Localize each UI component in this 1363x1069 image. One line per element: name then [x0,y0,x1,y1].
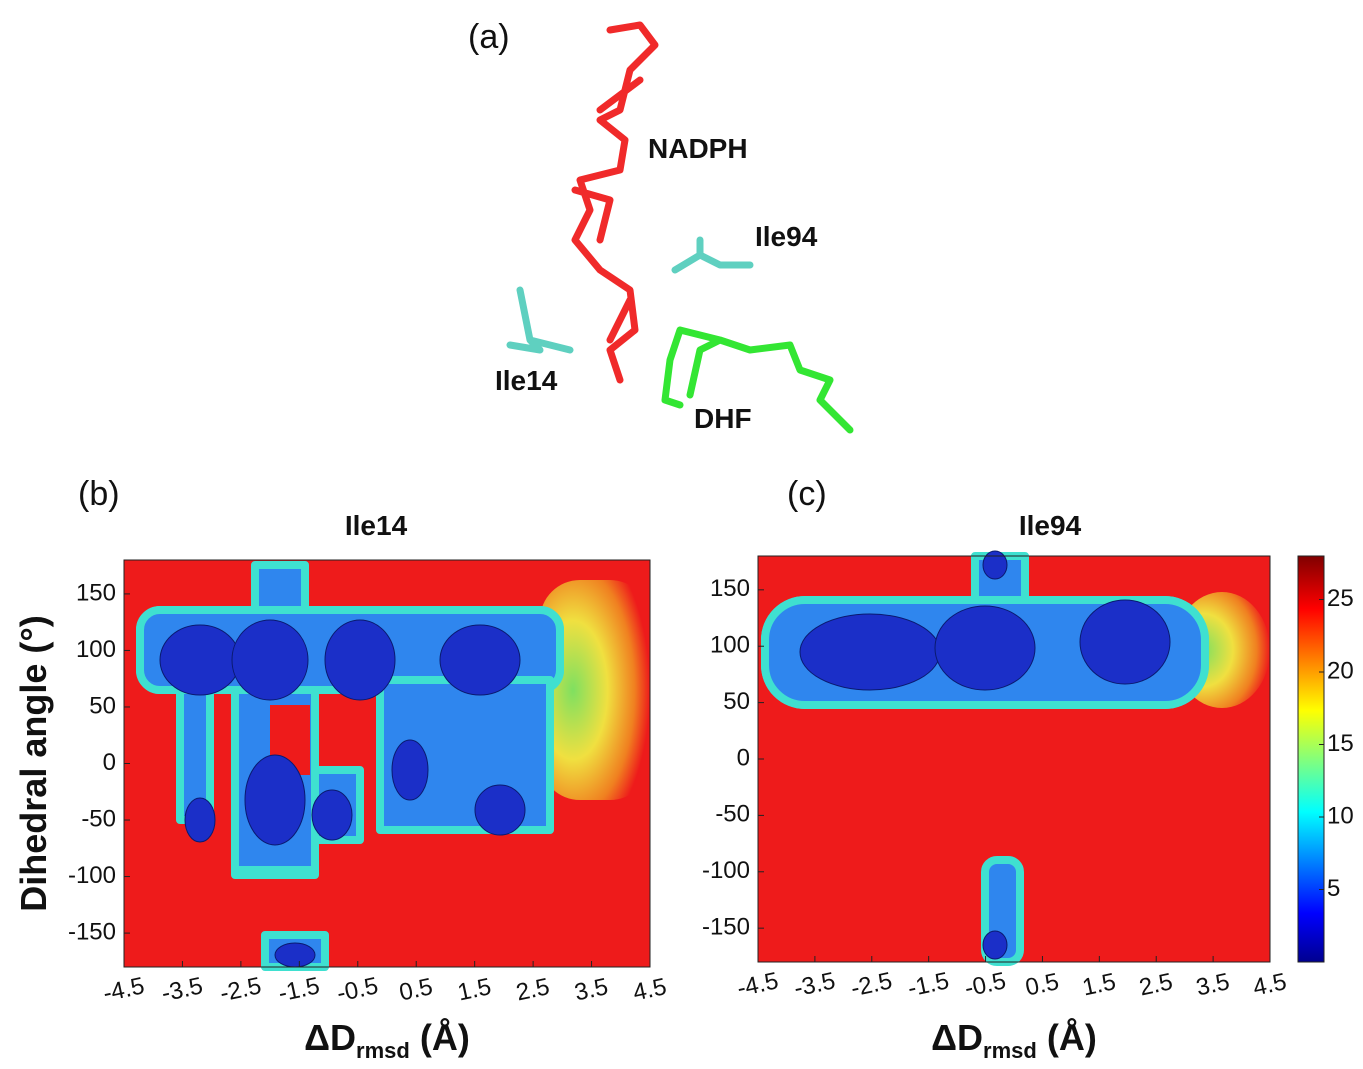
x-tick-label: 1.5 [1080,968,1118,1001]
y-tick-label: 100 [710,632,750,659]
x-tick-label: -1.5 [905,967,951,1002]
x-tick-label: 3.5 [1194,968,1232,1001]
colorbar-tick-label: 5 [1327,875,1340,902]
panel-label: (b) [78,475,120,513]
y-tick-label: 50 [89,692,116,719]
x-tick-label: -3.5 [159,972,205,1007]
x-tick-label: -3.5 [792,967,838,1002]
x-tick-label: -0.5 [335,972,381,1007]
chart-title: Ile14 [345,510,408,541]
colorbar-tick-label: 25 [1327,585,1354,612]
x-axis-label-part: (Å) [410,1017,470,1058]
x-tick-label: 2.5 [1137,968,1175,1001]
y-tick-label: 100 [76,636,116,663]
contour-field [758,551,1270,962]
x-axis-label-part: ΔD [931,1017,983,1058]
y-tick-label: 0 [103,749,116,776]
colorbar-tick-label: 15 [1327,730,1354,757]
y-tick-label: 150 [76,579,116,606]
y-axis-label: Dihedral angle (°) [13,615,54,911]
y-tick-label: 50 [723,688,750,715]
x-tick-label: 4.5 [631,973,669,1006]
y-tick-label: -150 [68,918,116,945]
molecule-label: DHF [694,403,752,434]
chart-title: Ile94 [1019,510,1082,541]
x-axis-label: ΔDrmsd (Å) [931,1017,1097,1063]
y-tick-label: -50 [715,801,750,828]
colorbar-tick-label: 20 [1327,657,1354,684]
colorbar [1298,556,1324,962]
x-tick-label: 2.5 [514,973,552,1006]
x-tick-label: 0.5 [1023,968,1061,1001]
x-tick-label: 3.5 [572,973,610,1006]
x-axis-label-part: ΔD [304,1017,356,1058]
y-tick-label: 0 [737,744,750,771]
x-tick-label: -4.5 [735,967,781,1002]
y-tick-label: -150 [702,914,750,941]
x-tick-label: -2.5 [218,972,264,1007]
y-tick-label: 150 [710,575,750,602]
figure: (a) NADPH Ile94 Ile14 DHF [0,0,1363,1069]
contour-field [124,560,650,967]
y-tick-label: -100 [68,862,116,889]
molecule-label: Ile14 [495,365,558,396]
panel-label: (c) [787,475,827,513]
x-axis-label: ΔDrmsd (Å) [304,1017,470,1063]
x-axis-label-part: rmsd [356,1038,410,1063]
x-tick-label: -1.5 [276,972,322,1007]
x-tick-label: 0.5 [397,973,435,1006]
x-axis-label-part: rmsd [983,1038,1037,1063]
molecule-label: Ile94 [755,221,818,252]
x-tick-label: -2.5 [849,967,895,1002]
molecule-label: NADPH [648,133,748,164]
colorbar-tick-label: 10 [1327,802,1354,829]
x-tick-label: 1.5 [455,973,493,1006]
x-axis-label-part: (Å) [1037,1017,1097,1058]
y-tick-label: -50 [81,805,116,832]
x-tick-label: -4.5 [101,972,147,1007]
panel-label: (a) [468,18,510,56]
x-tick-label: -0.5 [962,967,1008,1002]
x-tick-label: 4.5 [1251,968,1289,1001]
y-tick-label: -100 [702,857,750,884]
